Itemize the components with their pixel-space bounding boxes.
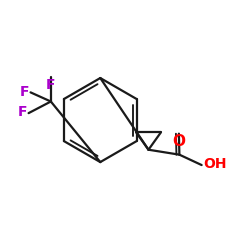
- Text: O: O: [172, 134, 186, 150]
- Text: F: F: [20, 85, 29, 99]
- Text: OH: OH: [203, 157, 226, 171]
- Text: F: F: [18, 105, 27, 119]
- Text: F: F: [46, 78, 56, 92]
